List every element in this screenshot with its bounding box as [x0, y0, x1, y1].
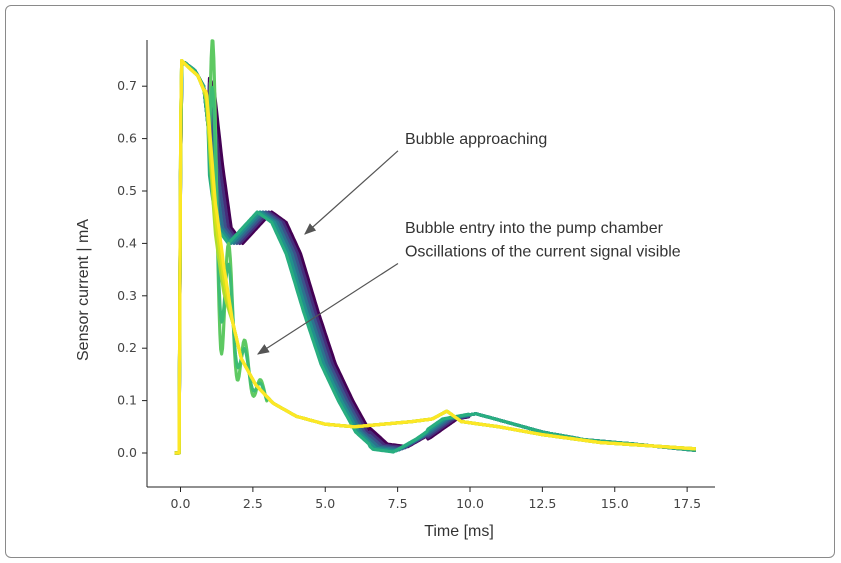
y-tick-label: 0.1	[117, 393, 137, 408]
annotation-text: Oscillations of the current signal visib…	[405, 244, 681, 261]
series-entry-line	[174, 59, 697, 455]
y-tick-label: 0.6	[117, 131, 137, 146]
x-tick-label: 12.5	[528, 496, 556, 511]
x-ticks: 0.0 2.5 5.0 7.5 10.0 12.5 15.0 17.5	[171, 487, 701, 511]
y-tick-label: 0.5	[117, 183, 137, 198]
y-tick-label: 0.2	[117, 340, 137, 355]
y-axis-label: Sensor current | mA	[75, 219, 92, 361]
y-tick-label: 0.7	[117, 78, 137, 93]
annotation-text: Bubble approaching	[405, 131, 547, 148]
x-tick-label: 15.0	[601, 496, 629, 511]
y-tick-label: 0.4	[117, 235, 137, 250]
annotation-text: Bubble entry into the pump chamber	[405, 220, 664, 237]
y-tick-label: 0.3	[117, 288, 137, 303]
annotation-arrow	[304, 150, 399, 235]
x-tick-label: 17.5	[673, 496, 701, 511]
chart-frame	[5, 5, 835, 558]
annotation-arrow	[256, 262, 399, 355]
y-tick-label: 0.0	[117, 445, 137, 460]
x-axis-label: Time [ms]	[424, 523, 494, 540]
x-tick-label: 10.0	[456, 496, 484, 511]
x-tick-label: 7.5	[388, 496, 408, 511]
series-group	[174, 39, 697, 455]
x-tick-label: 2.5	[243, 496, 263, 511]
x-tick-label: 5.0	[315, 496, 335, 511]
annotations: Bubble approaching Bubble entry into the …	[256, 131, 681, 355]
x-tick-label: 0.0	[171, 496, 191, 511]
y-ticks: 0.0 0.1 0.2 0.3 0.4 0.5 0.6 0.7	[117, 78, 147, 460]
